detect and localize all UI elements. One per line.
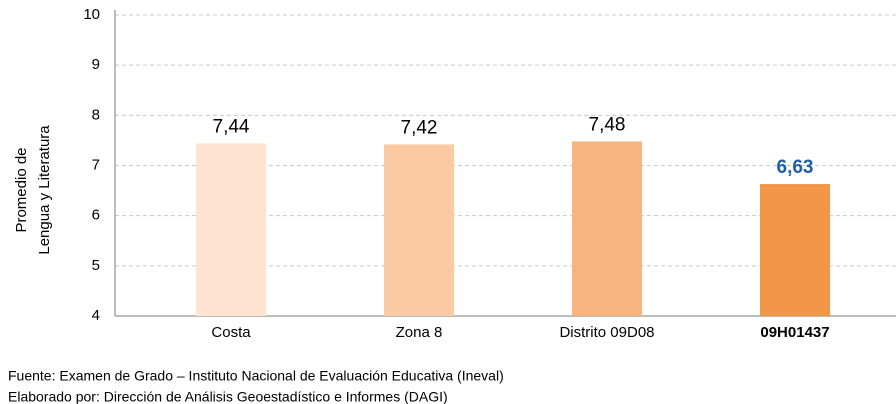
footnote: Elaborado por: Dirección de Análisis Geo… <box>8 389 448 404</box>
y-tick-label: 10 <box>83 6 100 23</box>
data-label: 7,42 <box>401 117 438 138</box>
bar <box>384 144 454 316</box>
data-label: 6,63 <box>777 157 814 178</box>
y-tick-label: 7 <box>92 156 100 173</box>
y-tick-label: 8 <box>92 106 100 123</box>
y-tick-label: 6 <box>92 207 100 224</box>
y-tick-label: 4 <box>92 307 100 324</box>
y-axis-label: Promedio de <box>13 147 30 232</box>
x-tick-label: Distrito 09D08 <box>559 324 654 341</box>
footnote: Fuente: Examen de Grado – Instituto Naci… <box>8 368 504 384</box>
bar <box>572 141 642 316</box>
data-label: 7,44 <box>213 116 250 137</box>
y-tick-label: 5 <box>92 257 100 274</box>
x-tick-label: 09H01437 <box>760 324 829 341</box>
x-tick-label: Zona 8 <box>396 324 443 341</box>
y-tick-label: 9 <box>92 56 100 73</box>
bar <box>196 143 266 316</box>
bar <box>760 184 830 316</box>
x-tick-label: Costa <box>211 324 251 341</box>
y-axis-label: Lengua y Literatura <box>36 125 53 255</box>
data-label: 7,48 <box>589 114 626 135</box>
